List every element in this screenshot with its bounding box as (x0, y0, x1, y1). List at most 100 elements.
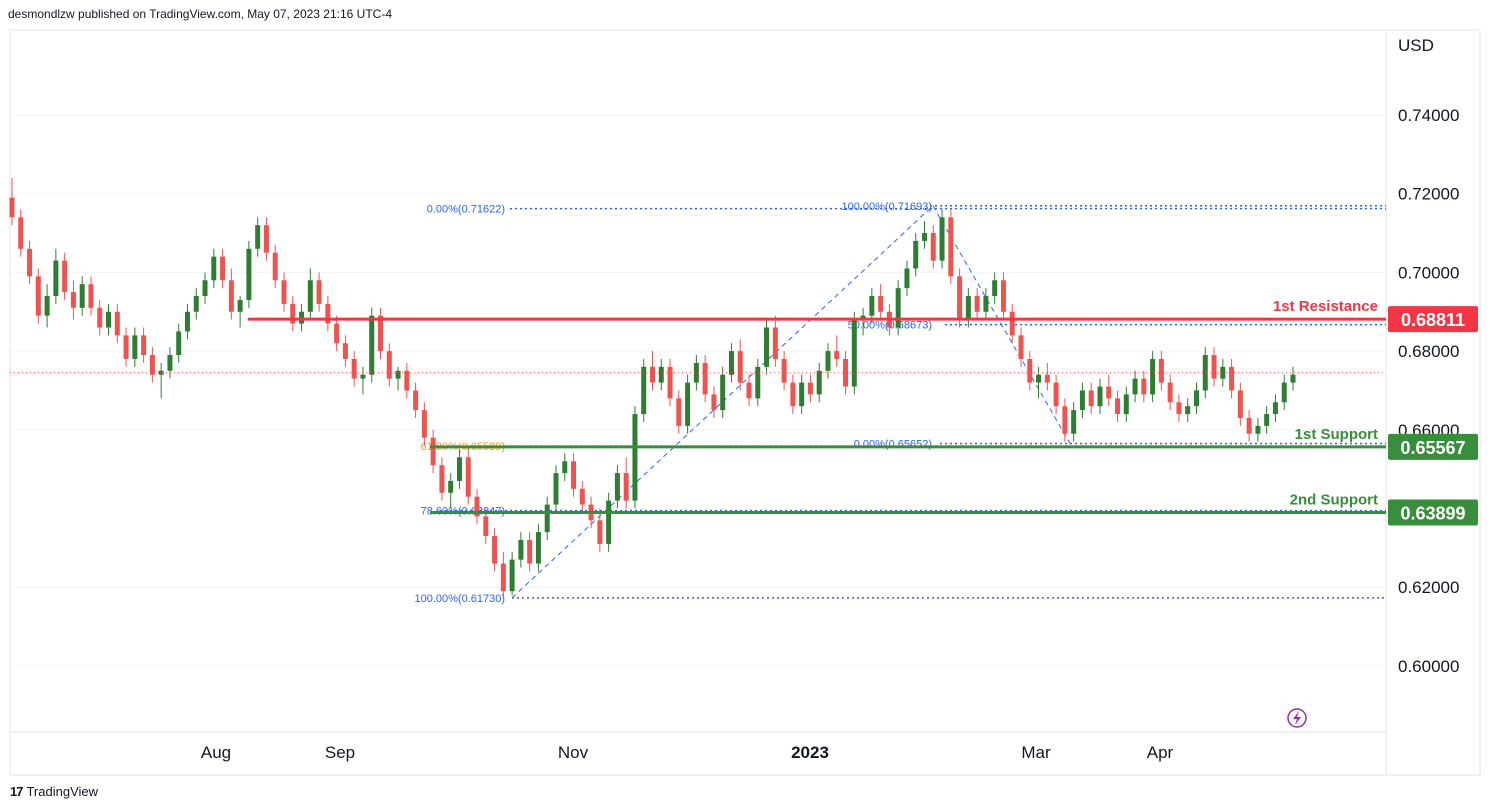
level-price-badge-text: 0.68811 (1401, 310, 1465, 330)
candle (193, 288, 199, 320)
candle (149, 347, 155, 383)
fib-level-label: 0.00%(0.71622) (427, 204, 505, 216)
candle (658, 358, 664, 391)
candle (176, 323, 182, 363)
candle (509, 551, 515, 596)
grid-lines (10, 114, 1386, 667)
candle (807, 374, 813, 403)
candle (720, 366, 726, 418)
time-axis[interactable]: Aug Sep Nov 2023 Mar Apr (201, 743, 1174, 762)
candle (667, 358, 673, 407)
candle (869, 288, 875, 324)
price-axis[interactable]: USD 0.740000.720000.700000.680000.660000… (1398, 36, 1459, 676)
candle (114, 303, 120, 344)
candle (562, 453, 568, 481)
candle (237, 296, 243, 328)
candle (167, 347, 173, 379)
candle (1193, 382, 1199, 415)
candle (623, 457, 629, 509)
candle (1062, 398, 1068, 442)
replay-lightning-icon[interactable] (1287, 708, 1307, 728)
candle (904, 260, 910, 297)
candle (123, 327, 129, 367)
candle (851, 311, 857, 395)
candle (746, 374, 752, 407)
candle (843, 351, 849, 395)
candle (1018, 327, 1024, 367)
candle (553, 465, 559, 513)
candle (799, 374, 805, 415)
candle (921, 221, 927, 249)
candle (1036, 366, 1042, 399)
candle (597, 508, 603, 552)
candle (430, 429, 436, 474)
candle (764, 319, 770, 375)
candle (948, 209, 954, 285)
candle (62, 252, 68, 300)
candle (474, 488, 480, 525)
candle (404, 362, 410, 399)
candle (1088, 382, 1094, 415)
candle (571, 453, 577, 497)
candle (184, 303, 190, 340)
candle (263, 217, 269, 261)
candle (413, 382, 419, 418)
candle (35, 268, 41, 324)
candle (465, 445, 471, 505)
candlestick-series (9, 177, 1386, 600)
candle (1167, 374, 1173, 411)
price-tick-label: 0.74000 (1398, 106, 1459, 125)
level-name-label: 1st Support (1295, 426, 1378, 443)
level-price-badge (1388, 433, 1478, 460)
candle (220, 248, 226, 289)
candle (307, 268, 313, 320)
candle (1211, 347, 1217, 387)
candle (685, 374, 691, 434)
fib-trend-line (932, 205, 1071, 444)
candle (1097, 378, 1103, 415)
candle (378, 307, 384, 359)
candle (913, 233, 919, 277)
time-tick-label: Sep (325, 743, 355, 762)
candle (1044, 362, 1050, 391)
candle (1229, 358, 1235, 399)
fib-level-label: 100.00%(0.61730) (414, 593, 505, 605)
candle (395, 366, 401, 391)
candle (983, 288, 989, 320)
candle (772, 315, 778, 367)
candle (299, 303, 305, 332)
candle (272, 244, 278, 289)
time-tick-label: Nov (558, 743, 589, 762)
candle (1027, 351, 1033, 391)
candle (957, 268, 963, 328)
publisher-attribution: desmondlzw published on TradingView.com,… (8, 7, 392, 21)
candle (1115, 390, 1121, 422)
candle (351, 351, 357, 387)
candle (386, 343, 392, 387)
candle (281, 272, 287, 312)
chart-frame (9, 29, 1481, 776)
candle (974, 288, 980, 320)
candle (1202, 347, 1208, 399)
fib-trend-line (511, 205, 934, 599)
candle (9, 177, 15, 226)
time-tick-label: Apr (1147, 743, 1174, 762)
candle (1079, 382, 1085, 418)
time-tick-label: Aug (201, 743, 231, 762)
candle (1053, 374, 1059, 415)
candle (641, 358, 647, 422)
candle (1106, 374, 1112, 407)
level-price-badge (1388, 499, 1478, 526)
candle (930, 225, 936, 269)
candle (1246, 410, 1252, 442)
candle (711, 386, 717, 418)
candle (939, 209, 945, 269)
candle (579, 480, 585, 513)
candle (781, 351, 787, 391)
candle (79, 276, 85, 316)
candle (1264, 406, 1270, 434)
candle (1150, 351, 1156, 403)
candle (676, 390, 682, 434)
candle (290, 296, 296, 332)
